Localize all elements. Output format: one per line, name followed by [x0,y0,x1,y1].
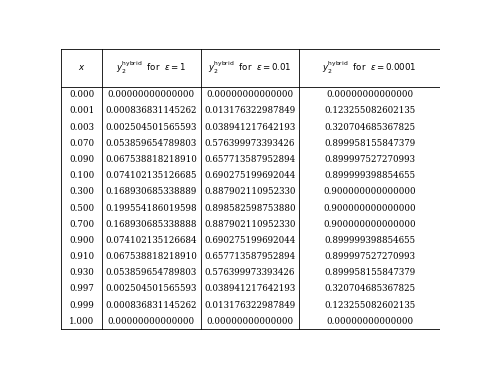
Text: 0.320704685367825: 0.320704685367825 [324,285,414,294]
Text: 0.576399973393426: 0.576399973393426 [204,268,294,277]
Text: 0.899999398854655: 0.899999398854655 [324,236,414,245]
Text: 0.930: 0.930 [69,268,94,277]
Text: 0.00000000000000: 0.00000000000000 [325,90,412,99]
Text: $y_2^{\rm hybrid}$  for  $\varepsilon = 0.0001$: $y_2^{\rm hybrid}$ for $\varepsilon = 0.… [322,60,416,76]
Text: 0.00000000000000: 0.00000000000000 [206,317,293,326]
Text: 0.899958155847379: 0.899958155847379 [324,268,414,277]
Text: 0.900000000000000: 0.900000000000000 [323,187,415,196]
Text: 0.999: 0.999 [69,301,94,310]
Text: 0.070: 0.070 [69,139,94,148]
Text: 0.900000000000000: 0.900000000000000 [323,220,415,229]
Text: 0.899997527270993: 0.899997527270993 [324,155,414,164]
Text: 0.000: 0.000 [69,90,94,99]
Text: 0.090: 0.090 [69,155,94,164]
Text: 0.899997527270993: 0.899997527270993 [324,252,414,261]
Text: 0.898582598753880: 0.898582598753880 [203,203,295,212]
Text: 0.168930685338888: 0.168930685338888 [105,220,197,229]
Text: 0.168930685338889: 0.168930685338889 [105,187,197,196]
Text: 0.002504501565593: 0.002504501565593 [105,123,197,132]
Text: 0.000836831145262: 0.000836831145262 [105,301,197,310]
Text: 0.887902110952330: 0.887902110952330 [203,187,295,196]
Text: 0.002504501565593: 0.002504501565593 [105,285,197,294]
Text: $y_2^{\rm hybrid}$  for  $\varepsilon = 1$: $y_2^{\rm hybrid}$ for $\varepsilon = 1$ [116,60,186,76]
Text: 0.003: 0.003 [69,123,94,132]
Text: 0.199554186019598: 0.199554186019598 [105,203,197,212]
Text: 0.013176322987849: 0.013176322987849 [204,301,295,310]
Text: 0.320704685367825: 0.320704685367825 [324,123,414,132]
Text: 0.001: 0.001 [69,107,94,116]
Text: 0.300: 0.300 [69,187,94,196]
Text: 0.500: 0.500 [69,203,94,212]
Text: $y_2^{\rm hybrid}$  for  $\varepsilon = 0.01$: $y_2^{\rm hybrid}$ for $\varepsilon = 0.… [207,60,291,76]
Text: 0.997: 0.997 [69,285,94,294]
Text: 1.000: 1.000 [69,317,94,326]
Text: 0.123255082602135: 0.123255082602135 [324,107,414,116]
Text: 0.899958155847379: 0.899958155847379 [324,139,414,148]
Text: 0.576399973393426: 0.576399973393426 [204,139,294,148]
Text: $x$: $x$ [78,64,85,73]
Text: 0.074102135126685: 0.074102135126685 [105,171,197,180]
Text: 0.053859654789803: 0.053859654789803 [105,139,197,148]
Text: 0.038941217642193: 0.038941217642193 [204,123,295,132]
Text: 0.00000000000000: 0.00000000000000 [107,90,195,99]
Text: 0.700: 0.700 [69,220,94,229]
Text: 0.038941217642193: 0.038941217642193 [204,285,295,294]
Text: 0.657713587952894: 0.657713587952894 [204,252,295,261]
Text: 0.657713587952894: 0.657713587952894 [204,155,295,164]
Text: 0.690275199692044: 0.690275199692044 [204,236,295,245]
Text: 0.887902110952330: 0.887902110952330 [203,220,295,229]
Text: 0.690275199692044: 0.690275199692044 [204,171,295,180]
Text: 0.000836831145262: 0.000836831145262 [105,107,197,116]
Text: 0.074102135126684: 0.074102135126684 [105,236,197,245]
Text: 0.900000000000000: 0.900000000000000 [323,203,415,212]
Text: 0.100: 0.100 [69,171,94,180]
Text: 0.900: 0.900 [69,236,94,245]
Text: 0.053859654789803: 0.053859654789803 [105,268,197,277]
Text: 0.00000000000000: 0.00000000000000 [325,317,412,326]
Text: 0.00000000000000: 0.00000000000000 [206,90,293,99]
Text: 0.123255082602135: 0.123255082602135 [324,301,414,310]
Text: 0.00000000000000: 0.00000000000000 [107,317,195,326]
Text: 0.899999398854655: 0.899999398854655 [324,171,414,180]
Text: 0.067538818218910: 0.067538818218910 [105,252,197,261]
Text: 0.910: 0.910 [69,252,94,261]
Text: 0.067538818218910: 0.067538818218910 [105,155,197,164]
Text: 0.013176322987849: 0.013176322987849 [204,107,295,116]
